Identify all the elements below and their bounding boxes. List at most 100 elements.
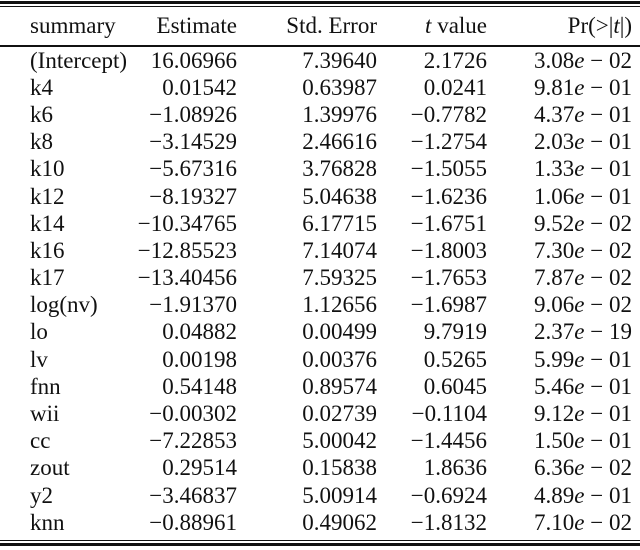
regression-summary-table: summary Estimate Std. Error t value Pr(>… <box>0 7 640 536</box>
cell-pr: 9.52e − 02 <box>534 210 632 236</box>
top-rule-thick <box>0 1 640 4</box>
table-row: k4 0.01542 0.63987 0.0241 9.81e − 01 <box>0 74 640 101</box>
cell-t_value: −1.8003 <box>410 237 487 263</box>
cell-pr: 9.06e − 02 <box>534 292 632 318</box>
bottom-rule-thick <box>0 543 640 547</box>
table-row: (Intercept) 16.06966 7.39640 2.1726 3.08e − … <box>0 46 640 74</box>
cell-estimate: 0.01542 <box>162 74 237 100</box>
cell-summary: lo <box>30 319 48 345</box>
cell-pr: 5.99e − 01 <box>534 346 632 372</box>
cell-pr: 4.37e − 01 <box>534 101 632 127</box>
table-row: lo 0.04882 0.00499 9.7919 2.37e − 19 <box>0 319 640 346</box>
cell-summary: k14 <box>30 210 65 236</box>
table-row: y2 −3.46837 5.00914 −0.6924 4.89e − 01 <box>0 482 640 509</box>
cell-std_error: 0.49062 <box>302 509 377 535</box>
cell-std_error: 3.76828 <box>302 156 377 182</box>
cell-std_error: 1.39976 <box>302 101 377 127</box>
cell-summary: lv <box>30 346 48 372</box>
cell-t_value: −1.4456 <box>410 428 487 454</box>
column-header-pr: Pr(>|t|) <box>490 7 640 47</box>
cell-pr: 5.46e − 01 <box>534 373 632 399</box>
table-row: k6 −1.08926 1.39976 −0.7782 4.37e − 01 <box>0 101 640 128</box>
cell-std_error: 7.14074 <box>302 237 377 263</box>
table-row: k12 −8.19327 5.04638 −1.6236 1.06e − 01 <box>0 183 640 210</box>
cell-pr: 7.30e − 02 <box>534 237 632 263</box>
cell-t_value: 9.7919 <box>423 319 487 345</box>
cell-summary: wii <box>30 401 60 427</box>
cell-estimate: 0.54148 <box>162 373 237 399</box>
cell-t_value: −1.8132 <box>410 509 487 535</box>
cell-summary: k10 <box>30 156 65 182</box>
table-row: k17 −13.40456 7.59325 −1.7653 7.87e − 02 <box>0 265 640 292</box>
cell-summary: k17 <box>30 265 65 291</box>
cell-estimate: 0.04882 <box>162 319 237 345</box>
cell-std_error: 0.00499 <box>302 319 377 345</box>
cell-estimate: −1.91370 <box>149 292 237 318</box>
cell-pr: 9.12e − 01 <box>534 401 632 427</box>
table-row: k14 −10.34765 6.17715 −1.6751 9.52e − 02 <box>0 210 640 237</box>
cell-summary: k4 <box>30 74 53 100</box>
cell-summary: k16 <box>30 237 65 263</box>
top-rule-thin <box>0 6 640 7</box>
table-row: knn −0.88961 0.49062 −1.8132 7.10e − 02 <box>0 509 640 536</box>
cell-estimate: −5.67316 <box>149 156 237 182</box>
column-header-t-value: t value <box>380 7 490 47</box>
bottom-rule-thin <box>0 540 640 542</box>
cell-summary: log(nv) <box>30 292 98 318</box>
cell-pr: 2.03e − 01 <box>534 129 632 155</box>
table-row: fnn 0.54148 0.89574 0.6045 5.46e − 01 <box>0 373 640 400</box>
cell-pr: 7.87e − 02 <box>534 265 632 291</box>
cell-t_value: 1.8636 <box>423 455 487 481</box>
cell-t_value: −0.6924 <box>410 482 487 508</box>
cell-summary: fnn <box>30 373 61 399</box>
cell-estimate: −0.88961 <box>149 509 237 535</box>
table-row: cc −7.22853 5.00042 −1.4456 1.50e − 01 <box>0 428 640 455</box>
cell-std_error: 6.17715 <box>302 210 377 236</box>
table-row: k8 −3.14529 2.46616 −1.2754 2.03e − 01 <box>0 129 640 156</box>
table-row: log(nv) −1.91370 1.12656 −1.6987 9.06e − 02 <box>0 292 640 319</box>
cell-std_error: 5.00042 <box>302 428 377 454</box>
table-header: summary Estimate Std. Error t value Pr(>… <box>0 7 640 47</box>
cell-pr: 3.08e − 02 <box>534 47 632 73</box>
table-row: k10 −5.67316 3.76828 −1.5055 1.33e − 01 <box>0 156 640 183</box>
cell-t_value: −1.2754 <box>410 129 487 155</box>
cell-estimate: −13.40456 <box>137 265 237 291</box>
cell-estimate: 0.29514 <box>162 455 237 481</box>
cell-std_error: 0.89574 <box>302 373 377 399</box>
cell-std_error: 5.04638 <box>302 183 377 209</box>
cell-t_value: 0.0241 <box>423 74 487 100</box>
column-header-std-error: Std. Error <box>240 7 380 47</box>
cell-estimate: −0.00302 <box>149 401 237 427</box>
cell-estimate: −3.46837 <box>149 482 237 508</box>
cell-summary: cc <box>30 428 51 454</box>
cell-std_error: 1.12656 <box>302 292 377 318</box>
cell-t_value: −0.7782 <box>410 101 487 127</box>
cell-estimate: −1.08926 <box>149 101 237 127</box>
cell-std_error: 0.15838 <box>302 455 377 481</box>
cell-estimate: −3.14529 <box>149 129 237 155</box>
cell-estimate: −12.85523 <box>137 237 237 263</box>
cell-summary: (Intercept) <box>30 47 128 73</box>
cell-summary: zout <box>30 455 70 481</box>
table-row: zout 0.29514 0.15838 1.8636 6.36e − 02 <box>0 455 640 482</box>
cell-summary: k12 <box>30 183 65 209</box>
cell-std_error: 2.46616 <box>302 129 377 155</box>
column-header-summary: summary <box>0 7 125 47</box>
cell-std_error: 0.63987 <box>302 74 377 100</box>
cell-estimate: −8.19327 <box>149 183 237 209</box>
cell-std_error: 0.02739 <box>302 401 377 427</box>
cell-t_value: −1.6987 <box>410 292 487 318</box>
cell-t_value: −1.6751 <box>410 210 487 236</box>
cell-summary: k6 <box>30 101 53 127</box>
cell-pr: 1.50e − 01 <box>534 428 632 454</box>
cell-std_error: 7.39640 <box>302 47 377 73</box>
table-row: wii −0.00302 0.02739 −0.1104 9.12e − 01 <box>0 400 640 427</box>
cell-std_error: 5.00914 <box>302 482 377 508</box>
cell-summary: k8 <box>30 129 53 155</box>
header-row: summary Estimate Std. Error t value Pr(>… <box>0 7 640 47</box>
cell-estimate: −7.22853 <box>149 428 237 454</box>
cell-estimate: 16.06966 <box>150 47 237 73</box>
cell-pr: 1.33e − 01 <box>534 156 632 182</box>
cell-std_error: 0.00376 <box>302 346 377 372</box>
cell-t_value: −1.7653 <box>410 265 487 291</box>
